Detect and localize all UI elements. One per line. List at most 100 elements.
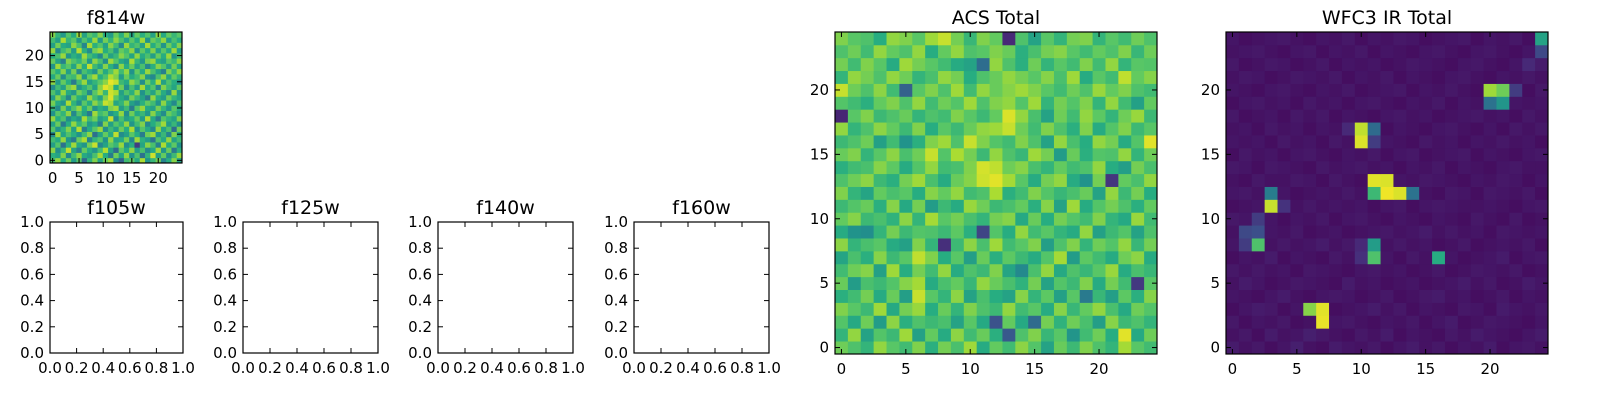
heatmap-cell	[1079, 289, 1093, 303]
heatmap-cell	[976, 70, 990, 84]
heatmap-cell	[1380, 328, 1394, 342]
heatmap-cell	[145, 136, 151, 143]
heatmap-cell	[1277, 263, 1291, 278]
y-tick-label: 0.8	[213, 239, 237, 257]
heatmap-cell	[976, 186, 990, 200]
heatmap-cell	[976, 225, 990, 239]
heatmap-cell	[1303, 96, 1317, 110]
heatmap-cell	[160, 157, 167, 164]
heatmap-cell	[1290, 70, 1304, 84]
heatmap-cell	[134, 115, 141, 122]
heatmap-cell	[1457, 122, 1472, 136]
heatmap-cell	[1251, 160, 1266, 175]
heatmap-cell	[1535, 212, 1549, 226]
heatmap-cell	[1483, 135, 1497, 149]
heatmap-cell	[113, 32, 120, 38]
heatmap-cell	[1522, 57, 1536, 72]
heatmap-cell	[1419, 44, 1433, 59]
heatmap-cell	[55, 32, 61, 38]
heatmap-cell	[1483, 57, 1497, 72]
heatmap-cell	[912, 341, 926, 355]
heatmap-cell	[76, 47, 83, 54]
x-tick-label: 10	[1352, 360, 1371, 378]
heatmap-cell	[873, 135, 887, 149]
heatmap-cell	[1316, 328, 1330, 342]
heatmap-cell	[1264, 263, 1278, 278]
heatmap-cell	[1251, 70, 1266, 84]
heatmap-cell	[1041, 122, 1055, 136]
heatmap-cell	[92, 73, 98, 80]
heatmap-cell	[1522, 135, 1536, 149]
heatmap-cell	[155, 84, 162, 91]
heatmap-cell	[1002, 57, 1016, 72]
heatmap-cell	[1226, 276, 1240, 290]
heatmap-cell	[1264, 173, 1278, 187]
heatmap-cell	[1079, 341, 1093, 355]
heatmap-cell	[1419, 263, 1433, 278]
heatmap-cell	[113, 52, 120, 59]
heatmap-cell	[97, 73, 104, 80]
heatmap-cell	[1354, 44, 1369, 59]
heatmap-cell	[1432, 341, 1446, 355]
heatmap-cell	[886, 250, 900, 265]
heatmap-cell	[1444, 289, 1459, 303]
heatmap-cell	[1496, 160, 1510, 175]
heatmap-cell	[1105, 250, 1119, 265]
heatmap-cell	[1015, 250, 1029, 265]
heatmap-cell	[1380, 289, 1394, 303]
heatmap-cell	[166, 37, 172, 43]
heatmap-cell	[1092, 70, 1106, 84]
heatmap-cell	[55, 52, 61, 59]
heatmap-cell	[912, 263, 926, 278]
heatmap-cell	[108, 126, 114, 132]
heatmap-cell	[118, 73, 125, 80]
heatmap-cell	[1053, 122, 1068, 136]
heatmap-cell	[160, 42, 167, 49]
heatmap-cell	[1144, 199, 1158, 213]
heatmap-cell	[97, 58, 104, 64]
heatmap-cell	[886, 135, 900, 149]
heatmap-cell	[1079, 212, 1093, 226]
heatmap-cell	[166, 110, 172, 117]
heatmap-cell	[912, 70, 926, 84]
heatmap-cell	[1226, 225, 1240, 239]
heatmap-cell	[1251, 44, 1266, 59]
heatmap-cell	[123, 126, 130, 132]
heatmap-cell	[1380, 238, 1394, 252]
heatmap-cell	[129, 147, 135, 153]
heatmap-cell	[886, 57, 900, 72]
heatmap-cell	[1341, 32, 1356, 46]
heatmap-cell	[150, 89, 156, 96]
heatmap-cell	[1041, 225, 1055, 239]
heatmap-cell	[1341, 289, 1356, 303]
heatmap-cell	[129, 68, 135, 75]
heatmap-cell	[123, 58, 130, 64]
heatmap-cell	[1406, 32, 1420, 46]
heatmap-cell	[1406, 341, 1420, 355]
heatmap-cell	[139, 94, 146, 101]
heatmap-cell	[1354, 57, 1369, 72]
heatmap-cell	[108, 157, 114, 164]
heatmap-cell	[1341, 122, 1356, 136]
heatmap-cell	[1341, 212, 1356, 226]
heatmap-cell	[123, 89, 130, 96]
heatmap-cell	[1354, 341, 1369, 355]
heatmap-cell	[145, 157, 151, 164]
heatmap-cell	[976, 315, 990, 329]
heatmap-cell	[1303, 109, 1317, 123]
heatmap-cell	[1522, 263, 1536, 278]
heatmap-cell	[1277, 122, 1291, 136]
panel-title: f105w	[87, 197, 146, 219]
heatmap-cell	[145, 68, 151, 75]
heatmap-cell	[1457, 96, 1472, 110]
heatmap-cell	[899, 135, 913, 149]
heatmap-cell	[1238, 135, 1253, 149]
heatmap-cell	[1118, 238, 1132, 252]
heatmap-cell	[938, 341, 952, 355]
heatmap-cell	[1303, 57, 1317, 72]
heatmap-cell	[1444, 96, 1459, 110]
heatmap-cell	[1277, 135, 1291, 149]
heatmap-cell	[1496, 212, 1510, 226]
heatmap-cell	[1457, 225, 1472, 239]
